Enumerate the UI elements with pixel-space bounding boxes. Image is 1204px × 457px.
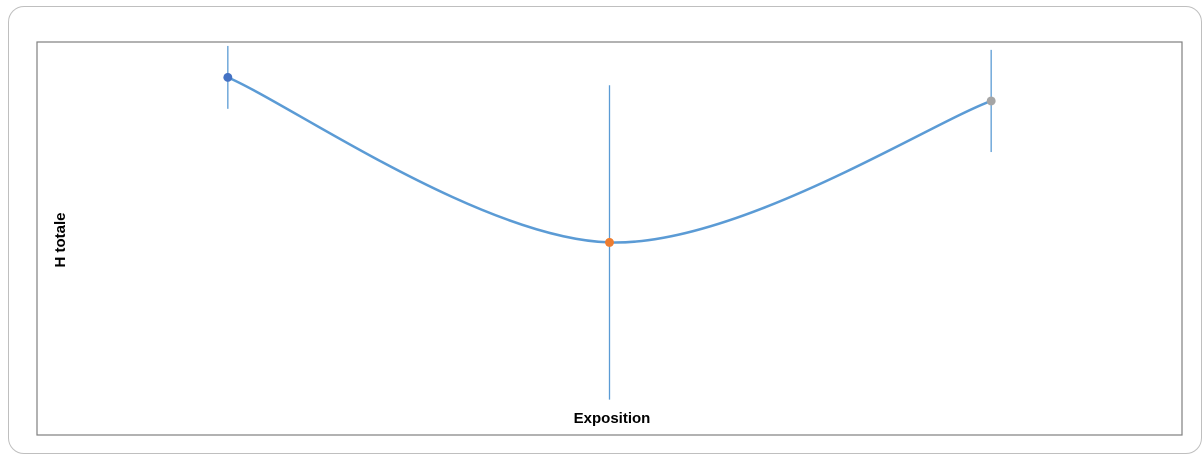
- data-point: [223, 72, 233, 82]
- x-axis-title: Exposition: [574, 410, 651, 427]
- data-point: [605, 237, 614, 247]
- data-point: [986, 96, 996, 106]
- plot-area: [36, 41, 1183, 436]
- chart-frame: [8, 6, 1202, 454]
- y-axis-title: H totale: [52, 212, 69, 267]
